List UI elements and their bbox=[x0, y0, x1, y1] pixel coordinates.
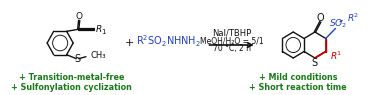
Text: + Mild conditions: + Mild conditions bbox=[259, 72, 337, 82]
Text: O: O bbox=[316, 13, 324, 23]
Text: NaI/TBHP: NaI/TBHP bbox=[212, 28, 251, 38]
Text: 1: 1 bbox=[101, 29, 105, 35]
Text: +: + bbox=[125, 38, 134, 48]
Text: $SO_2$: $SO_2$ bbox=[329, 17, 347, 30]
Text: + Transition-metal-free: + Transition-metal-free bbox=[19, 72, 124, 82]
Text: $R^1$: $R^1$ bbox=[330, 49, 342, 62]
Text: + Sulfonylation cyclization: + Sulfonylation cyclization bbox=[11, 82, 132, 91]
Text: O: O bbox=[76, 12, 83, 21]
Text: S: S bbox=[74, 54, 81, 64]
Text: CH₃: CH₃ bbox=[91, 51, 106, 60]
Text: $\mathregular{R^2SO_2NHNH_2}$: $\mathregular{R^2SO_2NHNH_2}$ bbox=[136, 33, 201, 49]
Text: R: R bbox=[96, 25, 102, 34]
Text: MeOH/H₂O = 5/1: MeOH/H₂O = 5/1 bbox=[200, 36, 263, 46]
Bar bbox=[276, 30, 306, 61]
Text: $R^2$: $R^2$ bbox=[347, 11, 359, 24]
Text: + Short reaction time: + Short reaction time bbox=[249, 82, 347, 91]
Text: 70 °C, 2 h: 70 °C, 2 h bbox=[212, 44, 251, 53]
Text: S: S bbox=[312, 58, 318, 68]
